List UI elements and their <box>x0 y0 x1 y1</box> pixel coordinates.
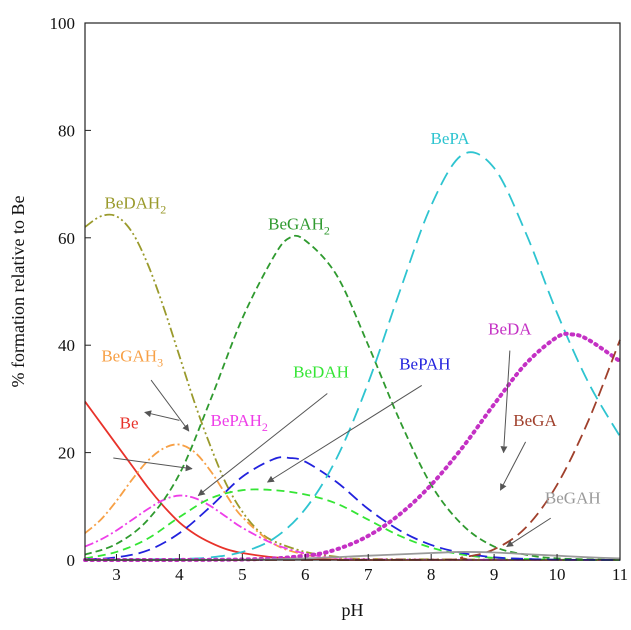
annotation-arrow-begah <box>506 517 552 547</box>
series-label-subscript: 2 <box>324 224 330 238</box>
series-label-text: BeGA <box>513 411 557 430</box>
arrow-layer <box>113 350 552 547</box>
series-layer <box>83 151 622 562</box>
series-label-text: BeDAH <box>104 193 160 212</box>
series-label-text: BePAH <box>211 411 262 430</box>
x-tick-label: 5 <box>238 565 247 584</box>
series-label-bepah: BePAH <box>399 354 450 373</box>
series-label-bepah2: BePAH2 <box>211 411 268 434</box>
y-tick-label: 40 <box>58 336 75 355</box>
series-label-text: BeDAH <box>293 362 349 381</box>
series-label-subscript: 2 <box>262 420 268 434</box>
series-label-text: Be <box>120 413 139 432</box>
series-label-text: BeGAH <box>101 346 157 365</box>
x-tick-label: 10 <box>549 565 566 584</box>
series-label-text: BeDA <box>488 319 532 338</box>
series-line-begah2 <box>84 234 621 561</box>
y-tick-label: 0 <box>67 551 76 570</box>
series-label-begah: BeGAH <box>545 489 601 508</box>
series-label-subscript: 2 <box>160 202 166 216</box>
annotation-arrow-bedah <box>197 393 328 496</box>
y-tick-label: 60 <box>58 229 75 248</box>
annotation-arrow-bepah <box>266 385 423 483</box>
series-label-bedah: BeDAH <box>293 362 349 381</box>
plot-frame <box>84 22 621 561</box>
series-line-bega <box>84 339 621 561</box>
annotation-arrow-begah3 <box>150 379 190 432</box>
series-label-bedah2: BeDAH2 <box>104 193 166 216</box>
series-label-subscript: 3 <box>157 355 163 369</box>
y-tick-label: 20 <box>58 444 75 463</box>
series-label-beda: BeDA <box>488 319 532 338</box>
x-tick-label: 11 <box>612 565 628 584</box>
x-tick-label: 7 <box>364 565 373 584</box>
annotation-arrow-bepah2 <box>144 410 180 421</box>
y-tick-label: 80 <box>58 121 75 140</box>
x-tick-label: 8 <box>427 565 436 584</box>
axis-layer: 3 4 5 6 7 8 9 10 11 0 20 40 60 80 100 <box>50 14 629 584</box>
series-label-be: Be <box>120 413 139 432</box>
x-tick-label: 3 <box>112 565 121 584</box>
series-line-bepah2 <box>84 494 621 561</box>
series-label-text: BePAH <box>399 354 450 373</box>
series-label-text: BeGAH <box>268 215 324 234</box>
y-axis-title: % formation relative to Be <box>8 196 28 388</box>
annotation-arrow-be <box>113 457 193 472</box>
series-label-text: BeGAH <box>545 489 601 508</box>
x-tick-label: 6 <box>301 565 310 584</box>
annotation-arrow-beda <box>500 350 511 454</box>
series-line-bedah <box>84 488 621 561</box>
series-line-beda <box>83 331 622 562</box>
series-label-begah3: BeGAH3 <box>101 346 163 369</box>
series-label-text: BePA <box>431 129 471 148</box>
series-label-bega: BeGA <box>513 411 557 430</box>
x-axis-title: pH <box>342 600 364 620</box>
series-label-bepa: BePA <box>431 129 471 148</box>
series-line-bepa <box>84 151 621 561</box>
y-tick-label: 100 <box>50 14 76 33</box>
x-tick-label: 4 <box>175 565 184 584</box>
annotation-arrow-bega <box>499 441 527 491</box>
series-label-begah2: BeGAH2 <box>268 215 330 238</box>
x-tick-label: 9 <box>490 565 499 584</box>
series-line-bepah <box>84 456 621 561</box>
